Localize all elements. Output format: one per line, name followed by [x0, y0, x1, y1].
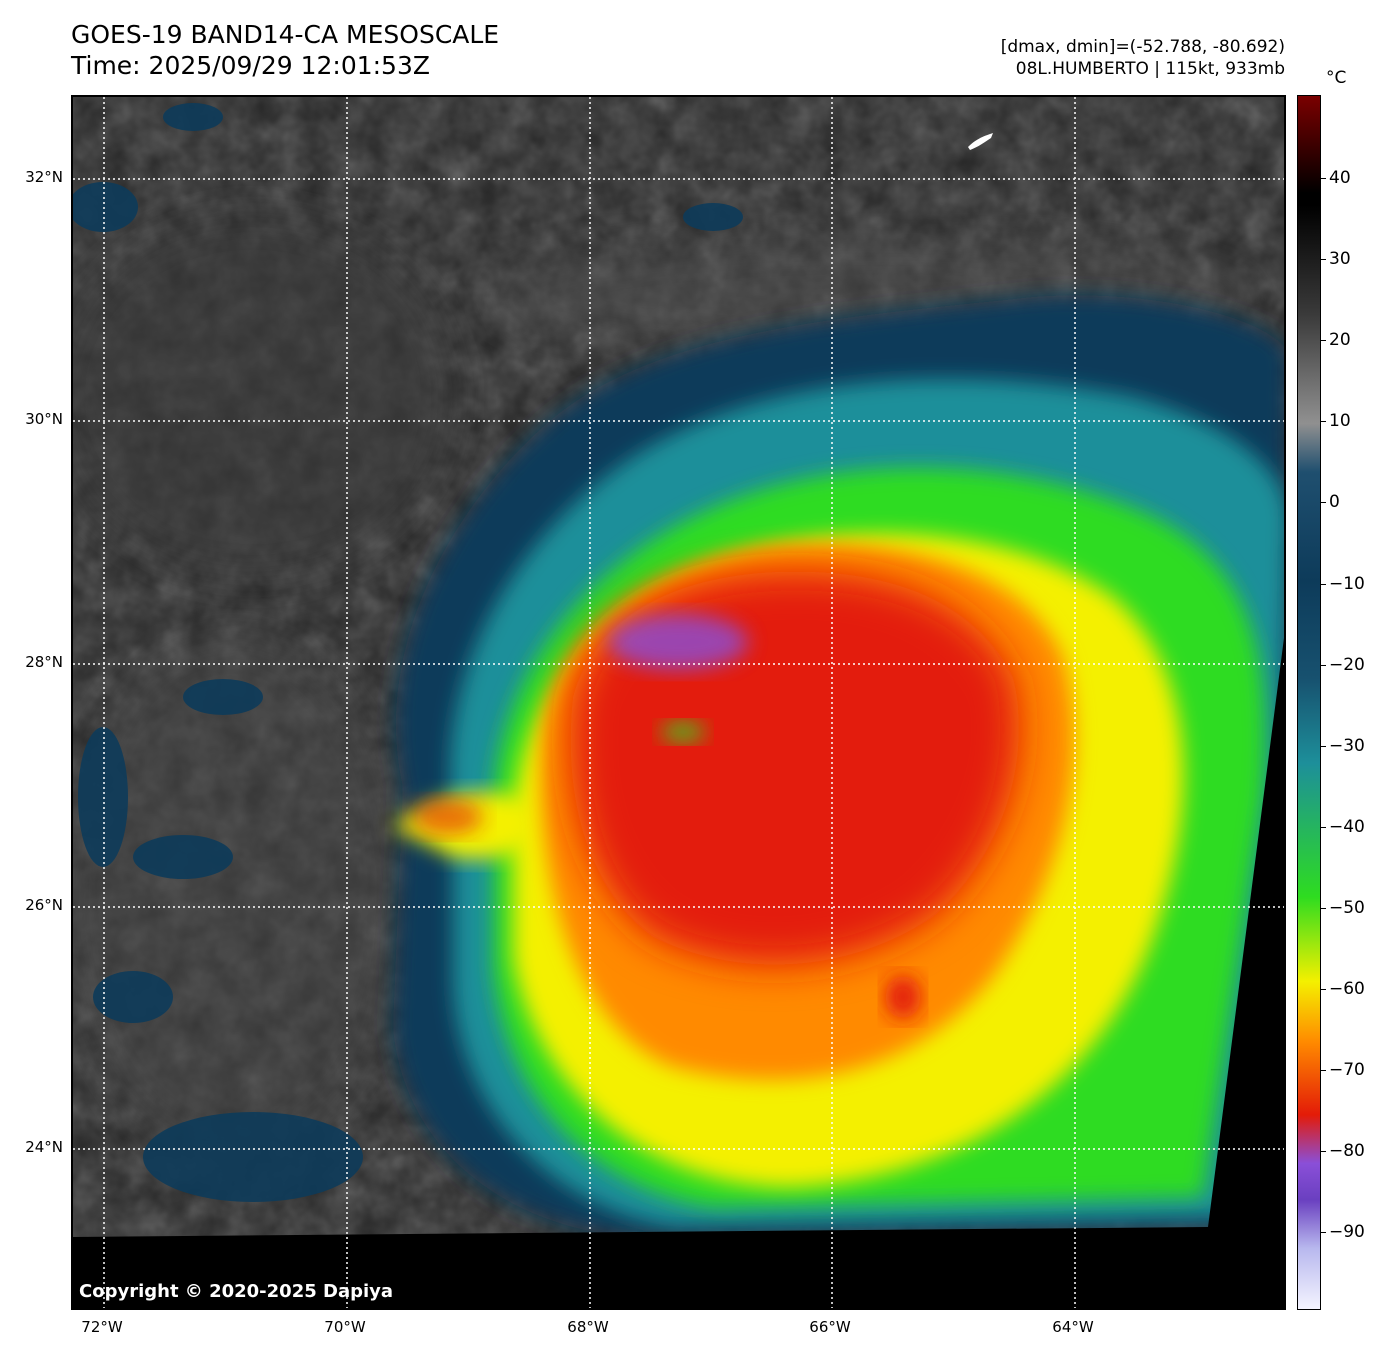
colorbar-tick [1321, 1232, 1326, 1233]
colorbar-unit: °C [1326, 68, 1347, 88]
colorbar [1297, 95, 1321, 1310]
lat-label: 28°N [25, 653, 63, 671]
lat-label: 24°N [25, 1138, 63, 1156]
lon-label: 70°W [324, 1318, 366, 1336]
colorbar-tick-label: 10 [1329, 411, 1351, 431]
colorbar-tick [1321, 584, 1326, 585]
lon-label: 72°W [81, 1318, 123, 1336]
image-title: GOES-19 BAND14-CA MESOSCALE [71, 20, 500, 49]
temperature-range: [dmax, dmin]=(-52.788, -80.692) [1000, 37, 1285, 57]
lon-label: 64°W [1052, 1318, 1094, 1336]
lon-label: 68°W [567, 1318, 609, 1336]
lat-label: 26°N [25, 896, 63, 914]
colorbar-tick-label: −60 [1329, 979, 1365, 999]
storm-info: 08L.HUMBERTO | 115kt, 933mb [1015, 59, 1285, 79]
infrared-imagery [73, 97, 1284, 1308]
colorbar-tick-label: −90 [1329, 1222, 1365, 1242]
colorbar-tick-label: −80 [1329, 1141, 1365, 1161]
bermuda-outline [968, 133, 993, 150]
colorbar-tick-label: 0 [1329, 492, 1340, 512]
colorbar-tick [1321, 178, 1326, 179]
colorbar-tick [1321, 259, 1326, 260]
colorbar-tick [1321, 502, 1326, 503]
copyright-text: Copyright © 2020-2025 Dapiya [79, 1281, 394, 1302]
colorbar-tick-label: −50 [1329, 898, 1365, 918]
image-time: Time: 2025/09/29 12:01:53Z [71, 51, 430, 80]
colorbar-tick-label: 30 [1329, 249, 1351, 269]
colorbar-tick-label: −10 [1329, 574, 1365, 594]
cloud-cells [73, 103, 743, 1202]
colorbar-tick-label: −70 [1329, 1060, 1365, 1080]
colorbar-tick [1321, 746, 1326, 747]
colorbar-tick [1321, 989, 1326, 990]
lat-label: 32°N [25, 168, 63, 186]
lat-label: 30°N [25, 410, 63, 428]
colorbar-tick [1321, 1151, 1326, 1152]
colorbar-tick [1321, 827, 1326, 828]
colorbar-tick-label: −20 [1329, 655, 1365, 675]
colorbar-tick-label: 20 [1329, 330, 1351, 350]
colorbar-tick-label: −30 [1329, 736, 1365, 756]
lon-label: 66°W [809, 1318, 851, 1336]
colorbar-tick-label: 40 [1329, 168, 1351, 188]
satellite-image: Copyright © 2020-2025 Dapiya [71, 95, 1286, 1310]
colorbar-tick [1321, 1070, 1326, 1071]
colorbar-tick [1321, 421, 1326, 422]
colorbar-tick-label: −40 [1329, 817, 1365, 837]
colorbar-tick [1321, 665, 1326, 666]
colorbar-tick [1321, 908, 1326, 909]
colorbar-tick [1321, 340, 1326, 341]
